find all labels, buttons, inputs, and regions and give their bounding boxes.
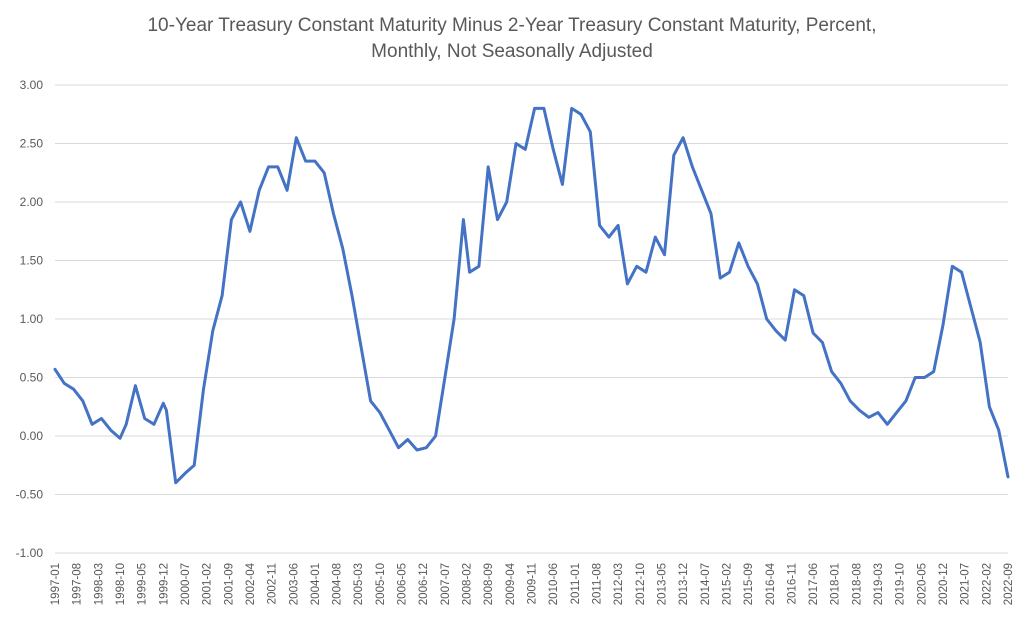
x-tick-label: 2019-10 <box>895 563 907 605</box>
x-tick-label: 2018-08 <box>851 563 863 605</box>
x-tick-label: 2008-02 <box>462 563 474 605</box>
y-tick-label: 0.50 <box>20 371 44 385</box>
x-tick-label: 2017-06 <box>808 563 820 605</box>
x-tick-label: 2014-07 <box>700 563 712 605</box>
y-tick-label: -0.50 <box>16 488 44 502</box>
x-tick-label: 2006-12 <box>418 563 430 605</box>
x-tick-label: 2005-10 <box>375 563 387 605</box>
x-tick-label: 2016-04 <box>765 562 777 605</box>
y-tick-label: 1.00 <box>20 312 44 326</box>
x-tick-label: 1999-05 <box>137 563 149 605</box>
y-tick-label: 1.50 <box>20 254 44 268</box>
x-tick-label: 2002-11 <box>267 563 279 604</box>
x-tick-label: 1999-12 <box>158 563 170 605</box>
x-tick-label: 2015-09 <box>743 563 755 605</box>
x-tick-label: 2022-02 <box>981 563 993 605</box>
x-tick-label: 2001-09 <box>223 563 235 605</box>
x-tick-label: 2018-01 <box>830 563 842 605</box>
x-tick-label: 1997-08 <box>72 563 84 605</box>
x-tick-label: 1998-03 <box>93 563 105 605</box>
y-tick-label: 3.00 <box>20 78 44 92</box>
x-tick-label: 2001-02 <box>202 563 214 605</box>
x-tick-label: 2021-07 <box>960 563 972 605</box>
x-tick-label: 2005-03 <box>353 563 365 605</box>
x-tick-label: 2007-07 <box>440 563 452 605</box>
x-tick-label: 2012-03 <box>613 563 625 605</box>
chart-title-line-2: Monthly, Not Seasonally Adjusted <box>371 41 653 62</box>
x-tick-label: 1998-10 <box>115 563 127 605</box>
x-tick-label: 2011-01 <box>570 563 582 604</box>
x-tick-label: 2010-06 <box>548 563 560 605</box>
x-tick-label: 2013-05 <box>656 563 668 605</box>
y-tick-label: 2.00 <box>20 195 44 209</box>
x-tick-label: 2004-08 <box>332 563 344 605</box>
y-tick-label: -1.00 <box>16 546 44 560</box>
x-tick-label: 2016-11 <box>786 563 798 604</box>
x-tick-label: 2012-10 <box>635 563 647 605</box>
x-tick-label: 2008-09 <box>483 563 495 605</box>
x-tick-label: 1997-01 <box>50 563 62 605</box>
x-tick-label: 2003-06 <box>288 563 300 605</box>
x-tick-label: 2004-01 <box>310 563 322 605</box>
x-tick-label: 2015-02 <box>721 563 733 605</box>
x-tick-label: 2013-12 <box>678 563 690 605</box>
x-tick-label: 2009-04 <box>505 562 517 605</box>
x-tick-label: 2020-05 <box>916 563 928 605</box>
x-tick-label: 2002-04 <box>245 562 257 605</box>
x-tick-label: 2020-12 <box>938 563 950 605</box>
x-tick-label: 2011-08 <box>591 563 603 604</box>
series-line <box>53 106 1010 485</box>
chart-title-line-1: 10-Year Treasury Constant Maturity Minus… <box>147 15 877 36</box>
x-tick-label: 2006-05 <box>397 563 409 605</box>
y-tick-label: 0.00 <box>20 429 44 443</box>
y-tick-label: 2.50 <box>20 137 44 151</box>
x-tick-label: 2000-07 <box>180 563 192 605</box>
x-tick-label: 2019-03 <box>873 563 885 605</box>
x-tick-label: 2009-11 <box>527 563 539 604</box>
x-tick-label: 2022-09 <box>1003 563 1015 605</box>
